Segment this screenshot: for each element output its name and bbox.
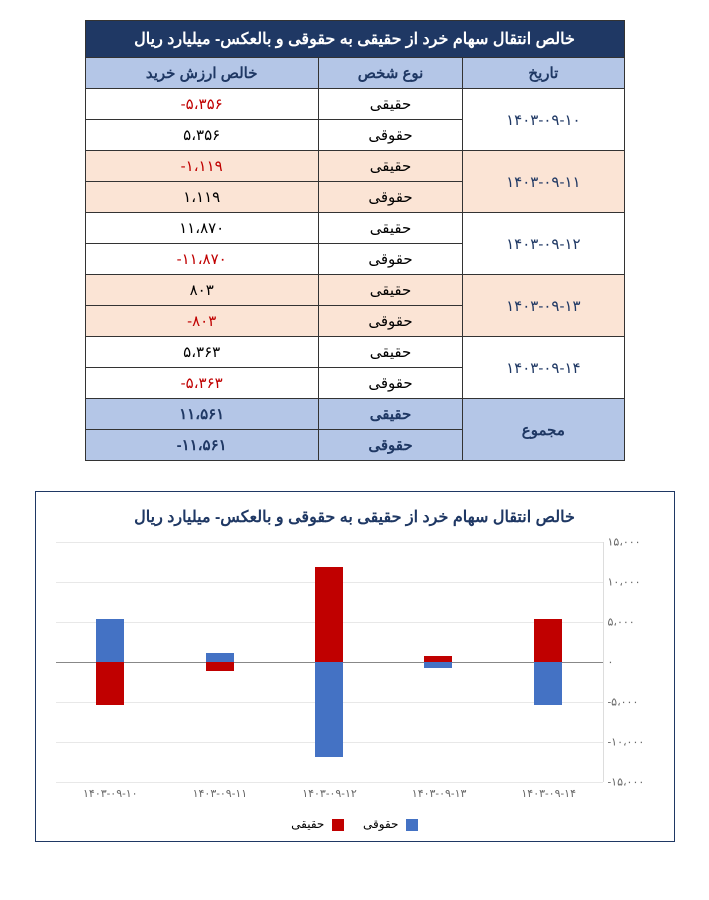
cell-person-type: حقوقی: [318, 306, 462, 337]
cell-person-type: حقیقی: [318, 213, 462, 244]
table-row: ۱۴۰۳-۰۹-۱۲حقیقی۱۱،۸۷۰: [85, 213, 624, 244]
cell-net-value: -۱۱،۸۷۰: [85, 244, 318, 275]
cell-net-value: ۵،۳۵۶: [85, 120, 318, 151]
grid-line: [56, 782, 603, 783]
table-total-row: مجموعحقیقی۱۱،۵۶۱: [85, 399, 624, 430]
transfer-table: خالص انتقال سهام خرد از حقیقی به حقوقی و…: [85, 20, 625, 461]
bar-hoghoghi: [96, 619, 124, 662]
cell-net-value: ۱۱،۵۶۱: [85, 399, 318, 430]
cell-date: ۱۴۰۳-۰۹-۱۰: [463, 89, 624, 151]
cell-date: ۱۴۰۳-۰۹-۱۱: [463, 151, 624, 213]
col-date: تاریخ: [463, 58, 624, 89]
y-tick-label: ۵،۰۰۰: [608, 616, 658, 629]
bar-haghighi: [534, 619, 562, 662]
cell-person-type: حقوقی: [318, 244, 462, 275]
col-net-value: خالص ارزش خرید: [85, 58, 318, 89]
bar-hoghoghi: [206, 653, 234, 662]
cell-net-value: ۸۰۳: [85, 275, 318, 306]
legend-box-hoghoghi: [406, 819, 418, 831]
legend-hoghoghi: حقوقی: [363, 817, 418, 831]
table-row: ۱۴۰۳-۰۹-۱۴حقیقی۵،۳۶۳: [85, 337, 624, 368]
chart-x-axis: ۱۴۰۳-۰۹-۱۰۱۴۰۳-۰۹-۱۱۱۴۰۳-۰۹-۱۲۱۴۰۳-۰۹-۱۳…: [56, 787, 604, 807]
cell-person-type: حقوقی: [318, 368, 462, 399]
cell-person-type: حقوقی: [318, 182, 462, 213]
cell-net-value: ۱،۱۱۹: [85, 182, 318, 213]
cell-person-type: حقوقی: [318, 120, 462, 151]
cell-net-value: -۵،۳۶۳: [85, 368, 318, 399]
bar-haghighi: [96, 662, 124, 705]
cell-net-value: -۱۱،۵۶۱: [85, 430, 318, 461]
bar-group: [504, 542, 592, 782]
table-row: ۱۴۰۳-۰۹-۱۱حقیقی-۱،۱۱۹: [85, 151, 624, 182]
chart-plot-area: ۱۵،۰۰۰۱۰،۰۰۰۵،۰۰۰۰-۵،۰۰۰-۱۰،۰۰۰-۱۵،۰۰۰: [56, 542, 604, 782]
y-tick-label: ۱۵،۰۰۰: [608, 536, 658, 549]
cell-net-value: -۱،۱۱۹: [85, 151, 318, 182]
cell-net-value: -۵،۳۵۶: [85, 89, 318, 120]
transfer-chart-container: خالص انتقال سهام خرد از حقیقی به حقوقی و…: [35, 491, 675, 842]
bar-hoghoghi: [315, 662, 343, 757]
legend-label-hoghoghi: حقوقی: [363, 817, 398, 831]
cell-person-type: حقیقی: [318, 89, 462, 120]
x-tick-label: ۱۴۰۳-۰۹-۱۴: [494, 787, 604, 800]
table-title: خالص انتقال سهام خرد از حقیقی به حقوقی و…: [85, 21, 624, 58]
cell-net-value: -۸۰۳: [85, 306, 318, 337]
y-tick-label: ۰: [608, 656, 658, 669]
cell-total-label: مجموع: [463, 399, 624, 461]
cell-date: ۱۴۰۳-۰۹-۱۳: [463, 275, 624, 337]
table-header-row: تاریخ نوع شخص خالص ارزش خرید: [85, 58, 624, 89]
cell-person-type: حقیقی: [318, 337, 462, 368]
cell-person-type: حقیقی: [318, 151, 462, 182]
bar-hoghoghi: [534, 662, 562, 705]
bar-group: [66, 542, 154, 782]
table-row: ۱۴۰۳-۰۹-۱۰حقیقی-۵،۳۵۶: [85, 89, 624, 120]
cell-date: ۱۴۰۳-۰۹-۱۴: [463, 337, 624, 399]
cell-net-value: ۵،۳۶۳: [85, 337, 318, 368]
x-tick-label: ۱۴۰۳-۰۹-۱۲: [275, 787, 385, 800]
bar-group: [395, 542, 483, 782]
x-tick-label: ۱۴۰۳-۰۹-۱۰: [56, 787, 166, 800]
cell-person-type: حقوقی: [318, 430, 462, 461]
table-body: ۱۴۰۳-۰۹-۱۰حقیقی-۵،۳۵۶حقوقی۵،۳۵۶۱۴۰۳-۰۹-۱…: [85, 89, 624, 461]
bar-group: [176, 542, 264, 782]
x-tick-label: ۱۴۰۳-۰۹-۱۱: [165, 787, 275, 800]
table-row: ۱۴۰۳-۰۹-۱۳حقیقی۸۰۳: [85, 275, 624, 306]
cell-person-type: حقیقی: [318, 275, 462, 306]
bar-haghighi: [206, 662, 234, 671]
chart-title: خالص انتقال سهام خرد از حقیقی به حقوقی و…: [46, 507, 664, 527]
x-tick-label: ۱۴۰۳-۰۹-۱۳: [384, 787, 494, 800]
legend-label-haghighi: حقیقی: [291, 817, 324, 831]
cell-person-type: حقیقی: [318, 399, 462, 430]
cell-net-value: ۱۱،۸۷۰: [85, 213, 318, 244]
legend-box-haghighi: [332, 819, 344, 831]
bar-hoghoghi: [424, 662, 452, 668]
bar-group: [285, 542, 373, 782]
table-title-row: خالص انتقال سهام خرد از حقیقی به حقوقی و…: [85, 21, 624, 58]
transfer-table-container: خالص انتقال سهام خرد از حقیقی به حقوقی و…: [85, 20, 625, 461]
y-tick-label: -۱۰،۰۰۰: [608, 736, 658, 749]
legend-haghighi: حقیقی: [291, 817, 344, 831]
y-tick-label: ۱۰،۰۰۰: [608, 576, 658, 589]
y-tick-label: -۱۵،۰۰۰: [608, 776, 658, 789]
chart-legend: حقوقی حقیقی: [46, 817, 664, 831]
cell-date: ۱۴۰۳-۰۹-۱۲: [463, 213, 624, 275]
bar-haghighi: [315, 567, 343, 662]
col-person-type: نوع شخص: [318, 58, 462, 89]
y-tick-label: -۵،۰۰۰: [608, 696, 658, 709]
